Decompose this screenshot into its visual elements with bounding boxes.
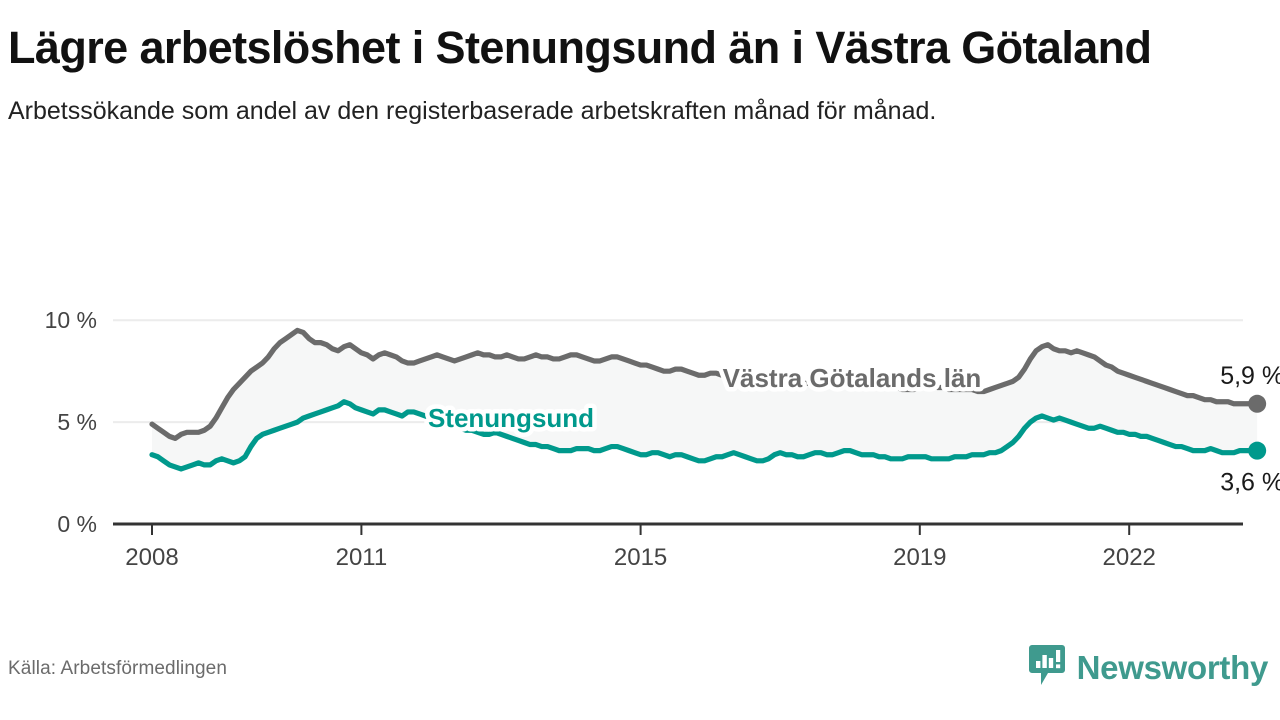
line-chart-svg: 0 % 5 % 10 % 2008 2011 2015 2019 2022 5,9 % 3,6… [45,307,1280,571]
x-axis-tick-label: 2022 [1103,544,1156,571]
newsworthy-brand: Newsworthy [1028,644,1268,691]
brand-name: Newsworthy [1076,648,1269,686]
end-value-label-municipality: 3,6 % [1220,469,1280,497]
series-label-region-halo: Västra Götalands län [723,363,982,393]
x-axis-tick-label: 2015 [614,544,667,571]
end-value-label-region: 5,9 % [1220,362,1280,390]
endpoint-dot-municipality [1248,441,1267,460]
x-axis-tick-labels: 2008 2011 2015 2019 2022 [125,544,1156,571]
y-axis-tick-labels: 0 % 5 % 10 % [45,307,97,537]
page-title: Lägre arbetslöshet i Stenungsund än i Vä… [8,22,1152,73]
series-lines [149,327,1260,472]
series-label-municipality-halo: Stenungsund [428,403,594,433]
chart-footer: Källa: Arbetsförmedlingen Newsworthy [0,630,1280,720]
x-axis-tick-label: 2019 [893,544,946,571]
series-gap-fill [152,330,1258,469]
y-axis-tick-label: 5 % [57,409,97,435]
endpoint-dot-region [1248,394,1267,413]
line-series-municipality [149,399,1260,472]
y-axis-tick-label: 0 % [57,511,97,537]
chart-subtitle: Arbetssökande som andel av den registerb… [8,97,937,125]
chart-plot-area: 0 % 5 % 10 % 2008 2011 2015 2019 2022 5,9 % 3,6… [0,276,1280,576]
series-label-region: Västra Götalands län [723,363,982,393]
speech-bubble-bar-chart-icon [1028,644,1066,691]
x-axis-tick-label: 2008 [125,544,178,571]
y-axis-tick-label: 10 % [45,307,97,333]
x-axis-tick-label: 2011 [336,544,388,571]
line-series-region [149,327,1260,442]
x-axis [113,522,1243,535]
chart-header: Lägre arbetslöshet i Stenungsund än i Vä… [8,18,1238,132]
between-series-fill [152,330,1258,469]
series-endpoints: 5,9 % 3,6 % [1220,362,1280,497]
series-label-municipality: Stenungsund [428,403,594,433]
source-note: Källa: Arbetsförmedlingen [8,658,228,679]
